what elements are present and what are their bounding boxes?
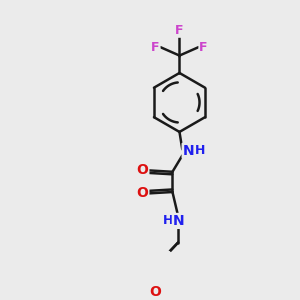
Text: O: O	[136, 164, 148, 177]
Text: N: N	[173, 214, 184, 228]
Text: O: O	[136, 186, 148, 200]
Text: F: F	[200, 40, 208, 54]
Text: F: F	[175, 24, 184, 37]
Text: N: N	[183, 144, 194, 158]
Text: F: F	[151, 40, 160, 54]
Text: O: O	[149, 285, 161, 299]
Text: H: H	[195, 144, 206, 157]
Text: H: H	[163, 214, 173, 227]
